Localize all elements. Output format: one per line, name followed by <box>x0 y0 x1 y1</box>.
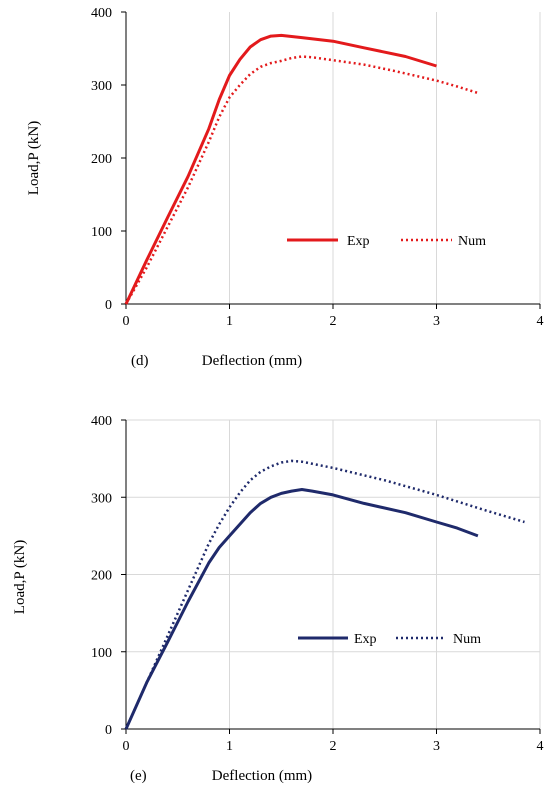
x-tick-label: 3 <box>433 314 440 329</box>
series-line-exp <box>124 33 437 305</box>
y-tick-label: 400 <box>91 6 112 21</box>
y-tick-label: 300 <box>91 491 112 506</box>
y-tick-label: 100 <box>91 225 112 240</box>
x-tick-label: 1 <box>226 739 233 754</box>
legend-label-num: Num <box>458 234 486 249</box>
series-line-num <box>124 55 479 305</box>
chart-panel-e: 0 1 2 3 4 0 100 200 300 400 Load,P (kN) (e) Deflecti… <box>12 414 544 784</box>
y-axis-label: Load,P (kN) <box>26 121 42 195</box>
legend-label-exp: Exp <box>354 632 377 647</box>
x-tick-label: 2 <box>330 314 337 329</box>
x-tick-label: 0 <box>123 739 130 754</box>
panel-label: (d) <box>131 353 149 369</box>
y-axis-label: Load,P (kN) <box>12 540 28 614</box>
x-tick-label: 4 <box>537 739 544 754</box>
y-tick-label: 0 <box>105 723 112 738</box>
panel-label: (e) <box>130 768 147 784</box>
x-axis-label: Deflection (mm) <box>202 353 302 369</box>
x-tick-label: 4 <box>537 314 544 329</box>
x-axis-label: Deflection (mm) <box>212 768 312 784</box>
x-tick-label: 3 <box>433 739 440 754</box>
x-tick-label: 1 <box>226 314 233 329</box>
legend-label-exp: Exp <box>347 234 370 249</box>
chart-panel-d: 0 1 2 3 4 0 100 200 300 400 Load,P (kN) (d) Deflecti… <box>26 6 544 369</box>
y-tick-label: 200 <box>91 152 112 167</box>
legend: Exp Num <box>298 632 481 647</box>
x-tick-label: 0 <box>123 314 130 329</box>
y-tick-label: 200 <box>91 569 112 584</box>
x-tick-label: 2 <box>330 739 337 754</box>
y-tick-label: 300 <box>91 79 112 94</box>
y-tick-label: 400 <box>91 414 112 429</box>
legend-label-num: Num <box>453 632 481 647</box>
y-tick-label: 0 <box>105 298 112 313</box>
y-tick-label: 100 <box>91 646 112 661</box>
legend: Exp Num <box>287 234 486 249</box>
series-line-num <box>124 459 525 730</box>
series-line-exp <box>124 488 479 730</box>
